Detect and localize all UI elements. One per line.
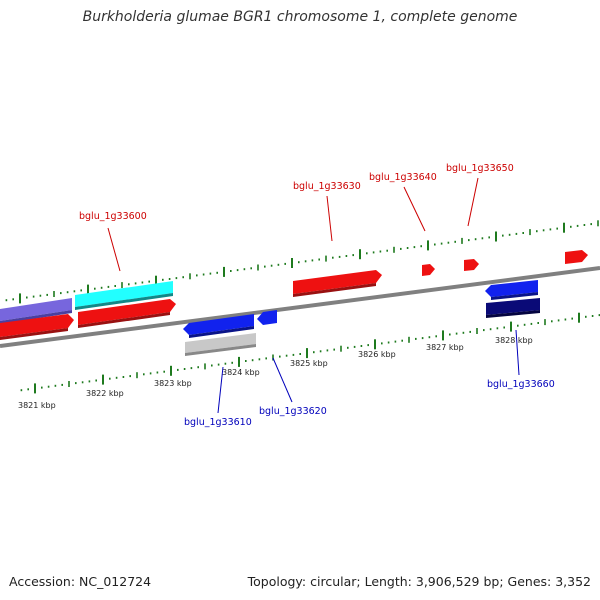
scale-label-3822: 3822 kbp <box>86 389 124 398</box>
gene-feature-grey[interactable] <box>185 333 256 353</box>
gene-feature-bglu-1g33630-shade <box>293 283 376 297</box>
gene-label-bglu-1g33640[interactable]: bglu_1g33640 <box>369 172 437 183</box>
gene-label-bglu-1g33600[interactable]: bglu_1g33600 <box>79 211 147 222</box>
gene-feature-bglu-1g33600-shade <box>78 312 170 328</box>
leader-bglu-1g33600 <box>107 227 121 272</box>
accession-text: Accession: NC_012724 <box>9 574 152 589</box>
map-title: Burkholderia glumae BGR1 chromosome 1, c… <box>82 9 518 25</box>
leader-bglu-1g33620 <box>272 357 293 403</box>
scale-label-3826: 3826 kbp <box>358 350 396 359</box>
gene-feature-bglu-1g33630[interactable] <box>293 270 382 294</box>
gene-feature-bglu-1g33660-shade <box>491 292 538 300</box>
gene-features-lower <box>183 280 540 356</box>
gene-feature-red-right[interactable] <box>565 250 588 264</box>
chromosome-backbone <box>0 266 600 348</box>
gene-feature-red[interactable] <box>0 314 74 337</box>
upper-tick-track <box>5 220 599 304</box>
gene-feature-purple-shade <box>0 310 72 324</box>
label-leader-lines <box>107 177 520 414</box>
gene-feature-bglu-1g33600[interactable] <box>78 299 176 325</box>
gene-label-bglu-1g33630[interactable]: bglu_1g33630 <box>293 181 361 192</box>
gene-feature-bglu-1g33610-shade <box>189 326 254 338</box>
scale-label-3825: 3825 kbp <box>290 359 328 368</box>
leader-bglu-1g33630 <box>326 195 333 242</box>
lower-tick-track <box>20 312 600 394</box>
gene-feature-purple[interactable] <box>0 298 72 321</box>
gene-feature-cyan[interactable] <box>75 281 173 307</box>
gene-label-bglu-1g33620[interactable]: bglu_1g33620 <box>259 406 327 417</box>
genome-summary-text: Topology: circular; Length: 3,906,529 bp… <box>247 574 591 589</box>
scale-label-3821: 3821 kbp <box>18 401 56 410</box>
gene-labels: bglu_1g33600 bglu_1g33630 bglu_1g33640 b… <box>79 163 555 428</box>
gene-feature-bglu-1g33660[interactable] <box>485 280 538 297</box>
gene-feature-grey-shade <box>185 344 256 356</box>
gene-feature-red-shade <box>0 328 68 340</box>
leader-bglu-1g33610 <box>217 366 224 414</box>
scale-label-3823: 3823 kbp <box>154 379 192 388</box>
gene-feature-bglu-1g33640[interactable] <box>422 264 435 276</box>
leader-bglu-1g33660 <box>515 329 520 376</box>
gene-features-upper <box>0 250 588 340</box>
leader-bglu-1g33640 <box>403 186 426 232</box>
gene-feature-cyan-shade <box>75 293 173 310</box>
gene-feature-navy[interactable] <box>486 298 540 315</box>
gene-feature-navy-shade <box>486 310 540 318</box>
gene-label-bglu-1g33610[interactable]: bglu_1g33610 <box>184 417 252 428</box>
scale-label-3824: 3824 kbp <box>222 368 260 377</box>
gene-feature-bglu-1g33610[interactable] <box>183 314 254 335</box>
gene-feature-bglu-1g33650[interactable] <box>464 259 479 271</box>
scale-label-3827: 3827 kbp <box>426 343 464 352</box>
gene-label-bglu-1g33660[interactable]: bglu_1g33660 <box>487 379 555 390</box>
leader-bglu-1g33650 <box>467 177 479 227</box>
scale-labels: 3821 kbp 3822 kbp 3823 kbp 3824 kbp 3825… <box>18 336 533 410</box>
gene-feature-bglu-1g33620[interactable] <box>257 310 277 325</box>
scale-label-3828: 3828 kbp <box>495 336 533 345</box>
gene-label-bglu-1g33650[interactable]: bglu_1g33650 <box>446 163 514 174</box>
